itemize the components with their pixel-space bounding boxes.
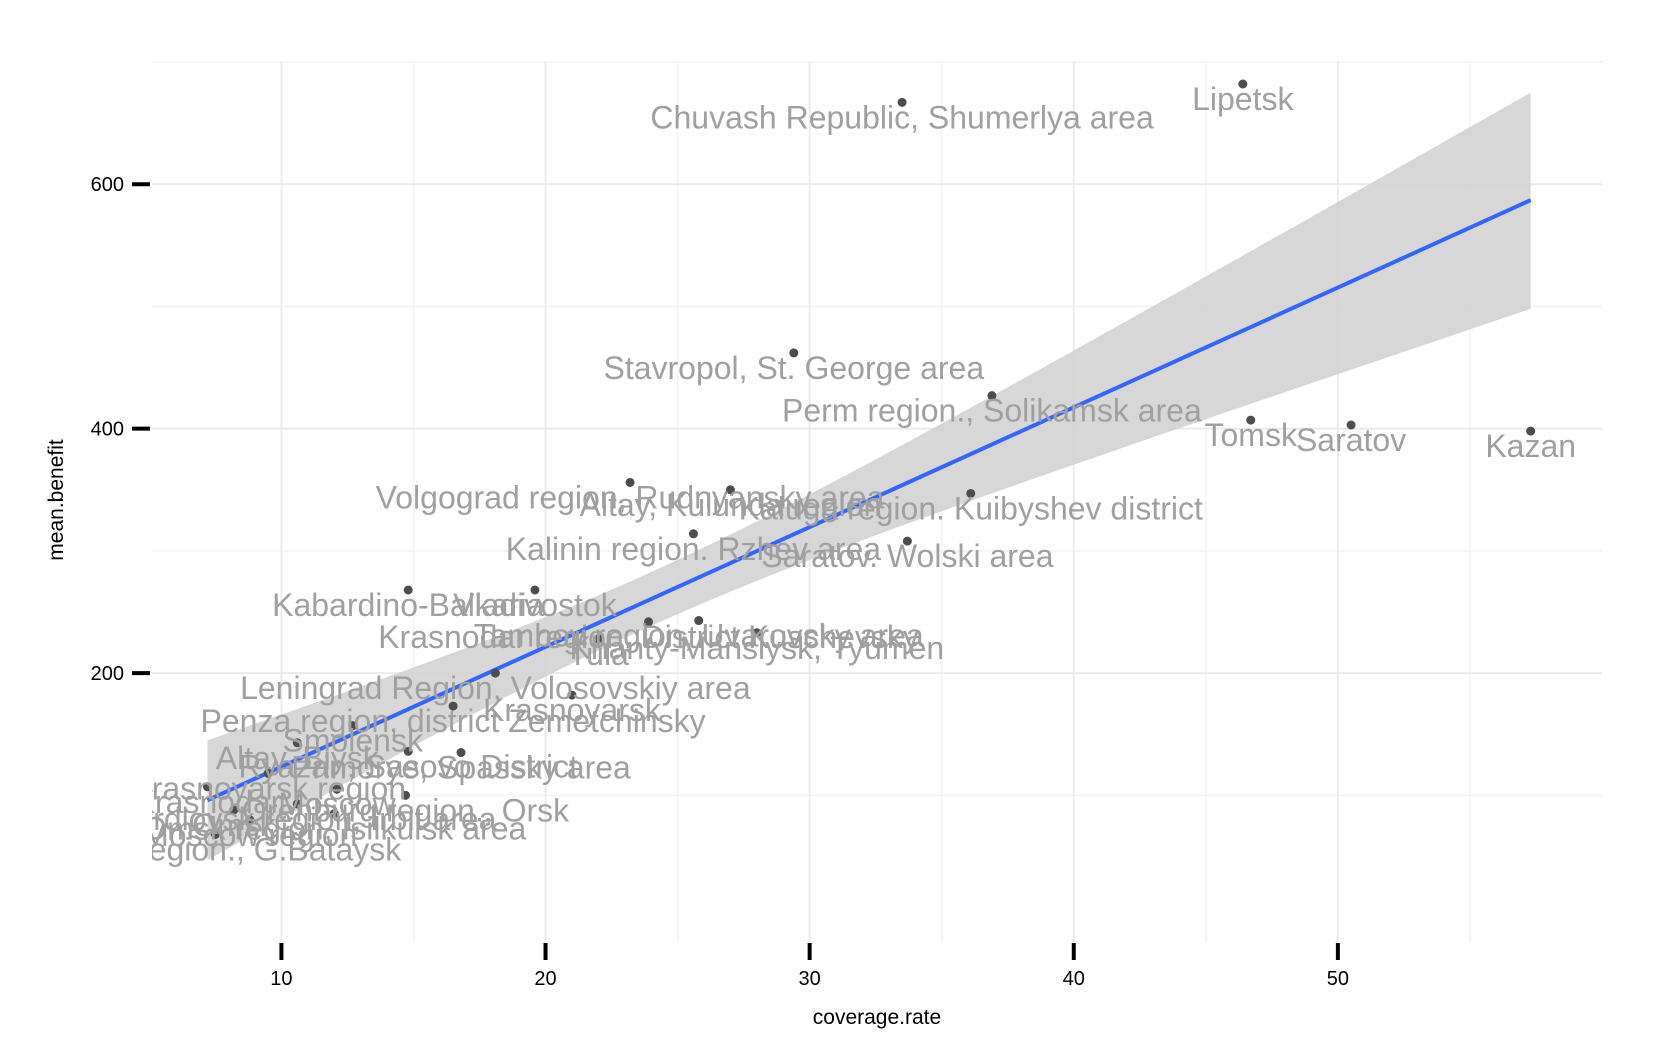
point-label: Moscow [278,786,396,822]
confidence-band [207,92,1531,861]
point-label: Altay, Kulunda region [580,487,882,523]
point-label: Primorye, Spassky area [291,750,631,786]
confidence-band-layer [206,92,1532,861]
point-label: Kazan [1485,428,1576,464]
point-label: Kaluga region. Kuibyshev district [739,490,1203,526]
x-tick-label: 10 [270,968,292,990]
point-label: Krasnoyarsk [483,692,662,728]
data-point [1238,79,1248,89]
point-label: Krasnodar [134,784,282,820]
data-point [1526,426,1536,436]
data-point [752,628,762,638]
point-label: Krasnoyarsk region [130,770,406,806]
x-axis-title: coverage.rate [813,1006,941,1029]
point-label: Vladivostok [453,587,618,623]
point-label: Penza region, district Zemetchinsky [201,703,706,739]
point-labels-layer: Chuvash Republic, Shumerlya area Lipetsk S… [30,81,1576,867]
y-tick-label: 200 [91,663,124,685]
point-label: Omsk [192,807,277,843]
point-label: Smolensk [282,723,424,759]
point-label: Lipetsk [1192,81,1294,117]
data-point [490,668,500,678]
point-label: Ryazan, Sasovo District [238,748,578,784]
data-point [1246,415,1256,425]
data-point [292,799,302,809]
data-point [403,585,413,595]
data-point [210,829,220,839]
point-label: Volgograd region, Rudnyansky area [376,479,885,515]
data-point [694,616,704,626]
grid [152,61,1602,942]
point-label: Stavropol, St. George area [603,350,984,386]
points-layer [202,79,1536,839]
point-label: Kalinin region. Rzhev area [506,531,882,567]
point-label: Moscow region [142,817,357,853]
data-point [725,485,735,495]
axes: 10 20 30 40 50 200 400 600 [91,174,1349,990]
point-label: Chuvash Republic, Shumerlya area [650,99,1154,135]
x-tick-label: 30 [799,968,821,990]
point-label: Khanty-Mansiysk, Tyumen [569,630,944,666]
point-label: Omsk region, Isilkulsk area [142,811,526,847]
point-label: Kabardino-Balkaria [272,587,544,623]
point-label: Saratov. Wolski area [761,538,1053,574]
point-label: Saratov [1296,422,1406,458]
point-label: Leningrad Region, Volosovskiy area [240,670,751,706]
data-point [530,585,540,595]
data-point [456,748,466,758]
data-point [245,815,255,825]
data-point [202,782,212,792]
data-point [1346,420,1356,430]
data-point [448,701,458,711]
y-tick-label: 400 [91,419,124,441]
x-tick-label: 40 [1063,968,1085,990]
data-point [567,690,577,700]
data-point [902,536,912,546]
data-point [789,348,799,358]
data-point [329,809,339,819]
point-label: Tambov region, Uvarovsky area [474,618,924,654]
point-label: Tula [568,636,629,672]
point-label: Orenburg region., Orsk [242,792,570,828]
y-tick-label: 600 [91,174,124,196]
data-point [229,805,239,815]
point-label: Sverdlovsk region, Irbit area [98,801,497,837]
data-point [966,488,976,498]
x-tick-label: 20 [534,968,556,990]
data-point [401,790,411,800]
fit-line [206,198,1532,803]
data-point [688,529,698,539]
data-point [403,746,413,756]
x-tick-label: 50 [1327,968,1349,990]
data-point [348,721,358,731]
data-point [987,391,997,401]
point-label: Rostov region., G.Bataysk [30,831,403,867]
y-axis-title: mean.benefit [45,439,68,561]
data-point [625,477,635,487]
data-point [332,784,342,794]
data-point [292,738,302,748]
point-label: Altay, Biysk [216,740,380,776]
data-point [263,768,273,778]
data-point [644,617,654,627]
point-label: Tomsk [1204,417,1297,453]
data-point [593,634,603,644]
point-label: Krasnodar region. District Kuschevsky [378,619,919,655]
data-point [897,97,907,107]
point-label: Perm region., Solikamsk area [782,393,1202,429]
